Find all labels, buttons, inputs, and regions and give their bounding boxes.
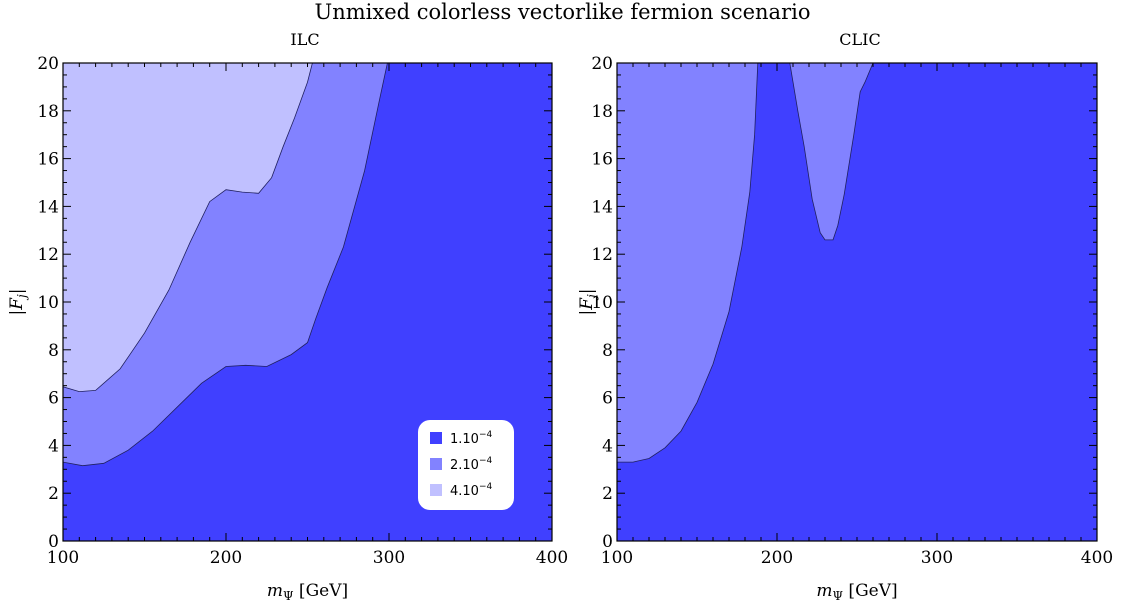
- chart-panel-ilc: 100 200 300 400 0 2 4 6 8 10 12 14 16 18 20 mΨ [GeV] |Fj…: [7, 54, 568, 603]
- x-tick-label: 400: [1081, 548, 1113, 568]
- region-2e-4-left: [617, 63, 759, 463]
- legend: 1.10−4 2.10−4 4.10−4: [418, 420, 514, 510]
- y-tick-label: 18: [591, 102, 613, 122]
- y-tick-label: 14: [37, 197, 59, 217]
- region-4e-4: [63, 63, 313, 393]
- x-axis-label: mΨ [GeV]: [816, 581, 897, 603]
- y-tick-label: 12: [591, 245, 613, 265]
- x-tick-label: 100: [601, 548, 633, 568]
- x-tick-label: 300: [921, 548, 953, 568]
- region-2e-4-right: [789, 63, 874, 241]
- x-tick-label: 300: [373, 548, 405, 568]
- y-tick-label: 0: [48, 532, 59, 552]
- y-tick-label: 8: [602, 341, 613, 361]
- figure-title: Unmixed colorless vectorlike fermion sce…: [314, 0, 811, 24]
- y-tick-label: 8: [48, 341, 59, 361]
- panel-title-clic: CLIC: [839, 30, 881, 49]
- y-tick-label: 10: [37, 293, 59, 313]
- y-tick-label: 16: [37, 150, 59, 170]
- y-axis-label: |Fj|: [7, 289, 29, 316]
- x-tick-label: 200: [761, 548, 793, 568]
- y-tick-label: 6: [48, 389, 59, 409]
- panel-title-ilc: ILC: [290, 30, 320, 49]
- legend-label: 2.10−4: [450, 456, 492, 473]
- legend-label: 1.10−4: [450, 430, 492, 447]
- y-tick-label: 12: [37, 245, 59, 265]
- y-tick-label: 18: [37, 102, 59, 122]
- y-tick-label: 16: [591, 150, 613, 170]
- y-tick-label: 4: [48, 436, 59, 456]
- x-tick-label: 100: [47, 548, 79, 568]
- y-axis-label: |Fj|: [577, 289, 599, 316]
- x-tick-label: 200: [210, 548, 242, 568]
- y-tick-label: 14: [591, 197, 613, 217]
- x-tick-label: 400: [536, 548, 568, 568]
- chart-panel-clic: 100 200 300 400 0 2 4 6 8 10 12 14 16 18 20 mΨ [GeV] |Fj…: [577, 54, 1113, 603]
- legend-label: 4.10−4: [450, 482, 492, 499]
- legend-swatch: [430, 432, 442, 444]
- y-tick-label: 0: [602, 532, 613, 552]
- y-tick-label: 2: [48, 484, 59, 504]
- legend-swatch: [430, 484, 442, 496]
- legend-swatch: [430, 458, 442, 470]
- y-tick-label: 6: [602, 389, 613, 409]
- x-axis-label: mΨ [GeV]: [267, 581, 348, 603]
- y-tick-label: 10: [591, 293, 613, 313]
- y-tick-label: 20: [37, 54, 59, 74]
- y-tick-label: 4: [602, 436, 613, 456]
- y-tick-label: 2: [602, 484, 613, 504]
- y-tick-label: 20: [591, 54, 613, 74]
